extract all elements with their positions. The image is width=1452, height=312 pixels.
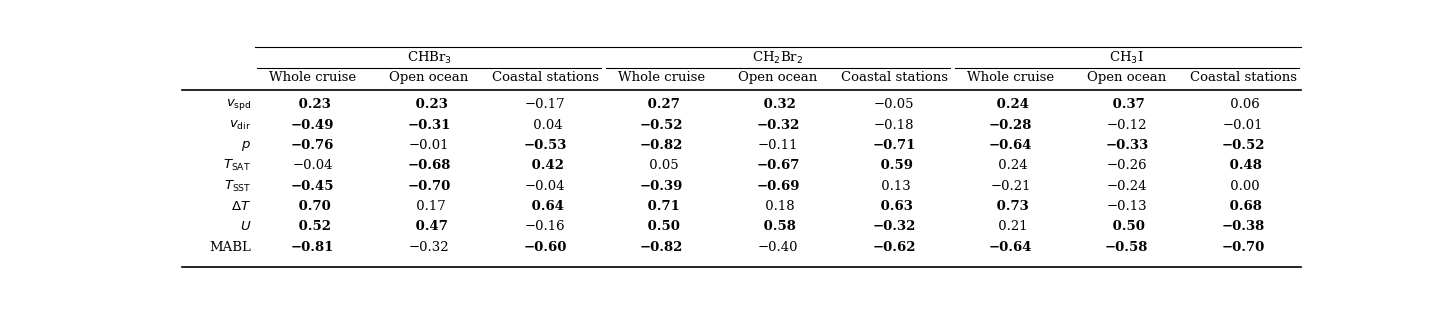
Text: 0.04: 0.04 (529, 119, 562, 132)
Text: 0.47: 0.47 (411, 220, 447, 233)
Text: 0.59: 0.59 (876, 159, 913, 172)
Text: −0.58: −0.58 (1105, 241, 1149, 254)
Text: −0.04: −0.04 (292, 159, 333, 172)
Text: 0.52: 0.52 (295, 220, 331, 233)
Text: −0.76: −0.76 (290, 139, 334, 152)
Text: 0.50: 0.50 (643, 220, 680, 233)
Text: $T_{\mathrm{SAT}}$: $T_{\mathrm{SAT}}$ (224, 158, 251, 173)
Text: −0.05: −0.05 (874, 99, 915, 111)
Text: −0.13: −0.13 (1106, 200, 1147, 213)
Text: $v_{\mathrm{spd}}$: $v_{\mathrm{spd}}$ (225, 97, 251, 112)
Text: $p$: $p$ (241, 139, 251, 153)
Text: −0.33: −0.33 (1105, 139, 1149, 152)
Text: 0.17: 0.17 (412, 200, 446, 213)
Text: −0.31: −0.31 (408, 119, 450, 132)
Text: Whole cruise: Whole cruise (619, 71, 706, 85)
Text: 0.64: 0.64 (527, 200, 563, 213)
Text: CH$_3$I: CH$_3$I (1109, 50, 1144, 66)
Text: 0.24: 0.24 (992, 99, 1029, 111)
Text: −0.01: −0.01 (409, 139, 449, 152)
Text: −0.01: −0.01 (1223, 119, 1263, 132)
Text: −0.67: −0.67 (756, 159, 800, 172)
Text: 0.13: 0.13 (877, 180, 910, 193)
Text: −0.18: −0.18 (874, 119, 915, 132)
Text: 0.63: 0.63 (876, 200, 913, 213)
Text: −0.64: −0.64 (989, 139, 1032, 152)
Text: $U$: $U$ (240, 220, 251, 233)
Text: Coastal stations: Coastal stations (492, 71, 598, 85)
Text: −0.60: −0.60 (524, 241, 568, 254)
Text: −0.62: −0.62 (873, 241, 916, 254)
Text: 0.58: 0.58 (759, 220, 796, 233)
Text: −0.24: −0.24 (1106, 180, 1147, 193)
Text: 0.05: 0.05 (645, 159, 678, 172)
Text: −0.32: −0.32 (756, 119, 800, 132)
Text: −0.70: −0.70 (1221, 241, 1265, 254)
Text: Open ocean: Open ocean (389, 71, 469, 85)
Text: MABL: MABL (209, 241, 251, 254)
Text: 0.71: 0.71 (643, 200, 680, 213)
Text: CHBr$_3$: CHBr$_3$ (407, 50, 452, 66)
Text: 0.68: 0.68 (1224, 200, 1262, 213)
Text: −0.32: −0.32 (873, 220, 916, 233)
Text: −0.26: −0.26 (1106, 159, 1147, 172)
Text: 0.73: 0.73 (992, 200, 1029, 213)
Text: 0.70: 0.70 (295, 200, 331, 213)
Text: −0.68: −0.68 (408, 159, 450, 172)
Text: 0.00: 0.00 (1227, 180, 1260, 193)
Text: −0.39: −0.39 (640, 180, 684, 193)
Text: 0.42: 0.42 (527, 159, 563, 172)
Text: 0.50: 0.50 (1108, 220, 1146, 233)
Text: −0.82: −0.82 (640, 241, 684, 254)
Text: −0.53: −0.53 (524, 139, 568, 152)
Text: −0.52: −0.52 (640, 119, 684, 132)
Text: −0.04: −0.04 (526, 180, 566, 193)
Text: −0.71: −0.71 (873, 139, 916, 152)
Text: 0.24: 0.24 (993, 159, 1027, 172)
Text: 0.48: 0.48 (1224, 159, 1262, 172)
Text: −0.28: −0.28 (989, 119, 1032, 132)
Text: −0.12: −0.12 (1106, 119, 1147, 132)
Text: Open ocean: Open ocean (1088, 71, 1166, 85)
Text: −0.49: −0.49 (290, 119, 334, 132)
Text: −0.69: −0.69 (756, 180, 800, 193)
Text: −0.11: −0.11 (758, 139, 799, 152)
Text: $v_{\mathrm{dir}}$: $v_{\mathrm{dir}}$ (229, 119, 251, 132)
Text: −0.16: −0.16 (526, 220, 566, 233)
Text: CH$_2$Br$_2$: CH$_2$Br$_2$ (752, 50, 803, 66)
Text: 0.21: 0.21 (993, 220, 1027, 233)
Text: Coastal stations: Coastal stations (841, 71, 948, 85)
Text: −0.82: −0.82 (640, 139, 684, 152)
Text: 0.23: 0.23 (411, 99, 447, 111)
Text: 0.06: 0.06 (1225, 99, 1260, 111)
Text: 0.23: 0.23 (295, 99, 331, 111)
Text: −0.64: −0.64 (989, 241, 1032, 254)
Text: $T_{\mathrm{SST}}$: $T_{\mathrm{SST}}$ (224, 179, 251, 194)
Text: −0.81: −0.81 (290, 241, 334, 254)
Text: −0.38: −0.38 (1221, 220, 1265, 233)
Text: −0.40: −0.40 (758, 241, 799, 254)
Text: Whole cruise: Whole cruise (269, 71, 356, 85)
Text: −0.21: −0.21 (990, 180, 1031, 193)
Text: −0.70: −0.70 (408, 180, 450, 193)
Text: 0.32: 0.32 (759, 99, 796, 111)
Text: −0.17: −0.17 (526, 99, 566, 111)
Text: 0.37: 0.37 (1108, 99, 1146, 111)
Text: Whole cruise: Whole cruise (967, 71, 1054, 85)
Text: Coastal stations: Coastal stations (1189, 71, 1297, 85)
Text: 0.27: 0.27 (643, 99, 680, 111)
Text: −0.32: −0.32 (409, 241, 449, 254)
Text: −0.52: −0.52 (1221, 139, 1265, 152)
Text: $\Delta T$: $\Delta T$ (231, 200, 251, 213)
Text: Open ocean: Open ocean (738, 71, 817, 85)
Text: 0.18: 0.18 (761, 200, 794, 213)
Text: −0.45: −0.45 (290, 180, 334, 193)
